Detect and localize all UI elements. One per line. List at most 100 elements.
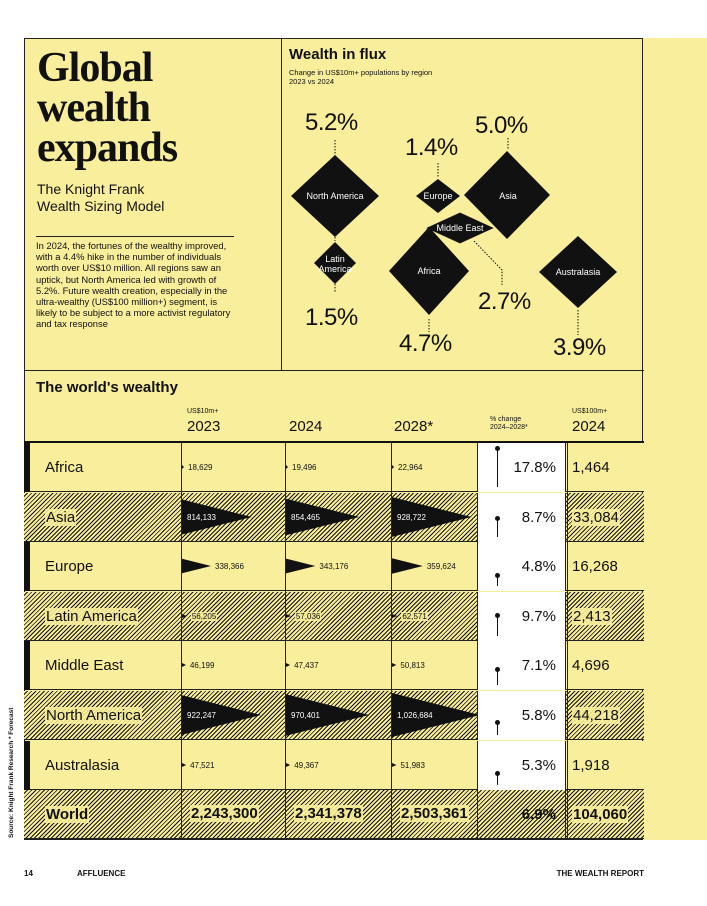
pct-change-cell bbox=[477, 641, 566, 690]
cell-value: 47,521 bbox=[190, 761, 215, 770]
wedge-mark bbox=[392, 614, 398, 618]
wedge-mark bbox=[182, 614, 187, 618]
diamond-europe bbox=[416, 179, 460, 213]
cell-value: 359,624 bbox=[426, 562, 456, 571]
pct-change-cell bbox=[477, 790, 566, 839]
uhnw-2024-value: 1,464 bbox=[572, 459, 610, 476]
change-lollipop bbox=[497, 722, 498, 735]
value-wedge bbox=[182, 499, 252, 535]
label-africa: Africa bbox=[417, 266, 441, 276]
cell-value: 970,401 bbox=[291, 711, 320, 720]
value-wedge bbox=[286, 498, 360, 536]
change-lollipop-dot bbox=[495, 612, 500, 618]
cell-value: 854,465 bbox=[291, 513, 320, 522]
value-wedge bbox=[182, 558, 212, 574]
pct-change-value: 7.1% bbox=[521, 657, 556, 674]
cell-value: 51,983 bbox=[400, 761, 425, 770]
pct-change-value: 17.8% bbox=[513, 459, 556, 476]
label-europe: Europe bbox=[423, 191, 453, 201]
cell-value: 922,247 bbox=[187, 711, 216, 720]
table-header-rule bbox=[24, 441, 644, 443]
change-lollipop bbox=[497, 517, 498, 537]
table-title: The world's wealthy bbox=[36, 379, 178, 396]
diamond-latin-america bbox=[314, 242, 356, 284]
label-australasia: Australasia bbox=[555, 267, 601, 277]
value-wedge bbox=[182, 465, 184, 469]
wedge-mark bbox=[286, 465, 288, 469]
value-wedge bbox=[392, 558, 423, 574]
label-latin-america: Latin America bbox=[318, 254, 352, 274]
col-divider bbox=[391, 443, 392, 840]
pct-change-value: 5.3% bbox=[521, 757, 556, 774]
flux-title: Wealth in flux bbox=[289, 46, 387, 63]
value-wedge bbox=[286, 614, 291, 618]
region-name: Middle East bbox=[45, 657, 124, 674]
wedge-mark bbox=[286, 614, 291, 618]
intro-rule bbox=[36, 236, 234, 237]
cell-value: 19,496 bbox=[292, 463, 317, 472]
pct-change-cell bbox=[477, 542, 566, 591]
change-lollipop bbox=[497, 669, 498, 685]
header-unit-100m: US$100m+ bbox=[572, 408, 608, 415]
wedge-mark bbox=[286, 763, 291, 767]
label-asia: Asia bbox=[499, 191, 517, 201]
change-north-america: 5.2% bbox=[305, 109, 358, 136]
value-wedge bbox=[392, 497, 472, 537]
right-strip bbox=[643, 38, 707, 840]
wedge-mark bbox=[392, 763, 397, 767]
pct-change-value: 8.7% bbox=[521, 509, 556, 526]
diamond-australasia bbox=[539, 236, 617, 308]
change-australasia: 3.9% bbox=[553, 334, 606, 361]
wedge-mark bbox=[182, 695, 262, 735]
cell-value: 928,722 bbox=[397, 513, 426, 522]
diamond-middle-east bbox=[423, 211, 497, 245]
cell-value: 57,036 bbox=[294, 612, 322, 621]
row-marker bbox=[24, 542, 30, 591]
region-name: Latin America bbox=[45, 608, 138, 625]
label-north-america: North America bbox=[306, 191, 364, 201]
wedge-mark bbox=[182, 465, 184, 469]
flux-subtitle: Change in US$10m+ populations by region … bbox=[289, 68, 433, 86]
pct-change-cell bbox=[477, 691, 566, 740]
cell-value: 46,199 bbox=[189, 661, 215, 670]
value-wedge bbox=[392, 663, 397, 667]
value-wedge bbox=[182, 663, 186, 667]
value-wedge bbox=[286, 465, 288, 469]
wedge-mark bbox=[182, 499, 252, 535]
intro-paragraph: In 2024, the fortunes of the wealthy imp… bbox=[36, 240, 231, 330]
header-2028: 2028* bbox=[394, 418, 434, 435]
cell-value: 22,964 bbox=[398, 463, 423, 472]
cell-value: 49,367 bbox=[294, 761, 319, 770]
pct-change-value: 9.7% bbox=[521, 608, 556, 625]
col-divider bbox=[567, 443, 568, 840]
change-lollipop-dot bbox=[495, 667, 500, 673]
cell-value: 62,571 bbox=[401, 612, 428, 621]
value-wedge bbox=[392, 693, 480, 737]
change-lollipop bbox=[497, 614, 498, 636]
uhnw-2024-value: 16,268 bbox=[572, 558, 618, 575]
row-marker bbox=[24, 443, 30, 492]
uhnw-2024-value: 2,413 bbox=[572, 608, 612, 625]
pct-change-value: 6.9% bbox=[521, 806, 556, 823]
diamond-africa bbox=[389, 227, 469, 315]
connector-middle-east bbox=[473, 240, 503, 285]
diamond-north-america bbox=[291, 155, 379, 237]
change-lollipop-dot bbox=[495, 515, 500, 521]
page-title: Global wealth expands bbox=[37, 45, 178, 171]
value-wedge bbox=[182, 614, 187, 618]
world-total: 2,243,300 bbox=[190, 805, 259, 822]
change-africa: 4.7% bbox=[399, 330, 452, 357]
wedge-mark bbox=[182, 663, 186, 667]
change-middle-east: 2.7% bbox=[478, 288, 531, 315]
wedge-mark bbox=[392, 693, 480, 737]
world-total: 2,503,361 bbox=[400, 805, 469, 822]
uhnw-2024-value: 1,918 bbox=[572, 757, 610, 774]
cell-value: 50,813 bbox=[400, 661, 425, 670]
world-total: 2,341,378 bbox=[294, 805, 363, 822]
header-unit-10m: US$10m+ bbox=[187, 408, 219, 415]
row-marker bbox=[24, 741, 30, 790]
wedge-mark bbox=[286, 498, 360, 536]
diamond-asia bbox=[464, 151, 550, 239]
wedge-mark bbox=[182, 763, 187, 767]
value-wedge bbox=[286, 694, 370, 736]
